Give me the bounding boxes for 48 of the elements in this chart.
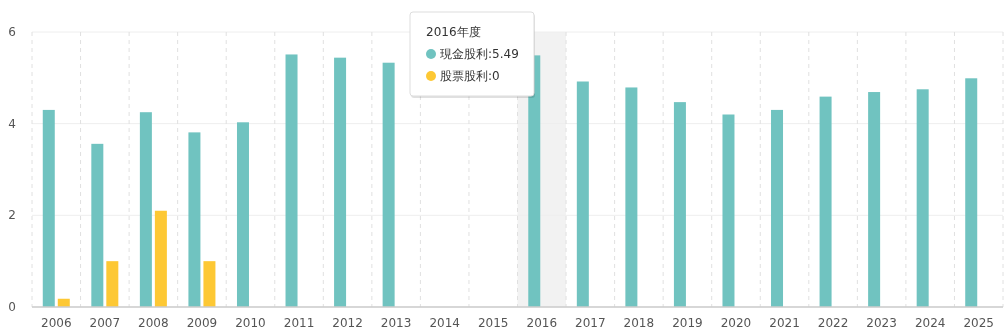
x-tick-label: 2010 xyxy=(235,316,266,330)
bar xyxy=(771,109,784,307)
bar xyxy=(285,54,298,307)
legend-label: 現金股利:5.49 xyxy=(440,47,519,61)
bar xyxy=(236,122,249,307)
bar xyxy=(868,92,881,307)
x-tick-label: 2020 xyxy=(720,316,752,330)
x-tick-label: 2025 xyxy=(963,316,994,330)
bar xyxy=(576,81,589,307)
bar xyxy=(916,89,929,307)
bar xyxy=(965,78,978,307)
x-tick-label: 2024 xyxy=(914,316,946,330)
x-tick-label: 2021 xyxy=(769,316,800,330)
bar xyxy=(722,114,735,307)
x-tick-label: 2013 xyxy=(380,316,412,330)
bar xyxy=(673,102,686,307)
bar xyxy=(106,261,119,307)
x-tick-label: 2008 xyxy=(138,316,169,330)
legend-label: 股票股利:0 xyxy=(440,69,500,83)
x-tick-label: 2019 xyxy=(672,316,703,330)
x-tick-label: 2014 xyxy=(429,316,460,330)
y-tick-label: 2 xyxy=(8,208,16,223)
x-tick-label: 2011 xyxy=(283,316,315,330)
bar xyxy=(334,57,347,307)
bar xyxy=(203,261,216,307)
x-tick-label: 2022 xyxy=(817,316,849,330)
x-tick-label: 2017 xyxy=(575,316,606,330)
y-tick-label: 6 xyxy=(8,25,16,39)
y-tick-label: 4 xyxy=(8,116,16,131)
x-tick-label: 2016 xyxy=(526,316,558,330)
x-tick-label: 2018 xyxy=(623,316,655,330)
annotation: 2016年度 xyxy=(426,25,481,39)
x-tick-label: 2009 xyxy=(186,316,218,330)
x-tick-label: 2007 xyxy=(89,316,121,330)
x-tick-label: 2012 xyxy=(332,316,363,330)
bar xyxy=(91,143,104,307)
bar xyxy=(625,87,638,307)
bar xyxy=(382,62,395,307)
bar xyxy=(528,55,541,307)
x-tick-label: 2006 xyxy=(41,316,72,330)
x-tick-label: 2023 xyxy=(866,316,897,330)
x-tick-label: 2015 xyxy=(477,316,509,330)
y-tick-label: 0 xyxy=(8,300,16,314)
bar xyxy=(188,132,201,307)
bar xyxy=(819,96,832,307)
bar xyxy=(154,210,167,307)
bar xyxy=(42,109,55,307)
bar xyxy=(139,112,152,307)
